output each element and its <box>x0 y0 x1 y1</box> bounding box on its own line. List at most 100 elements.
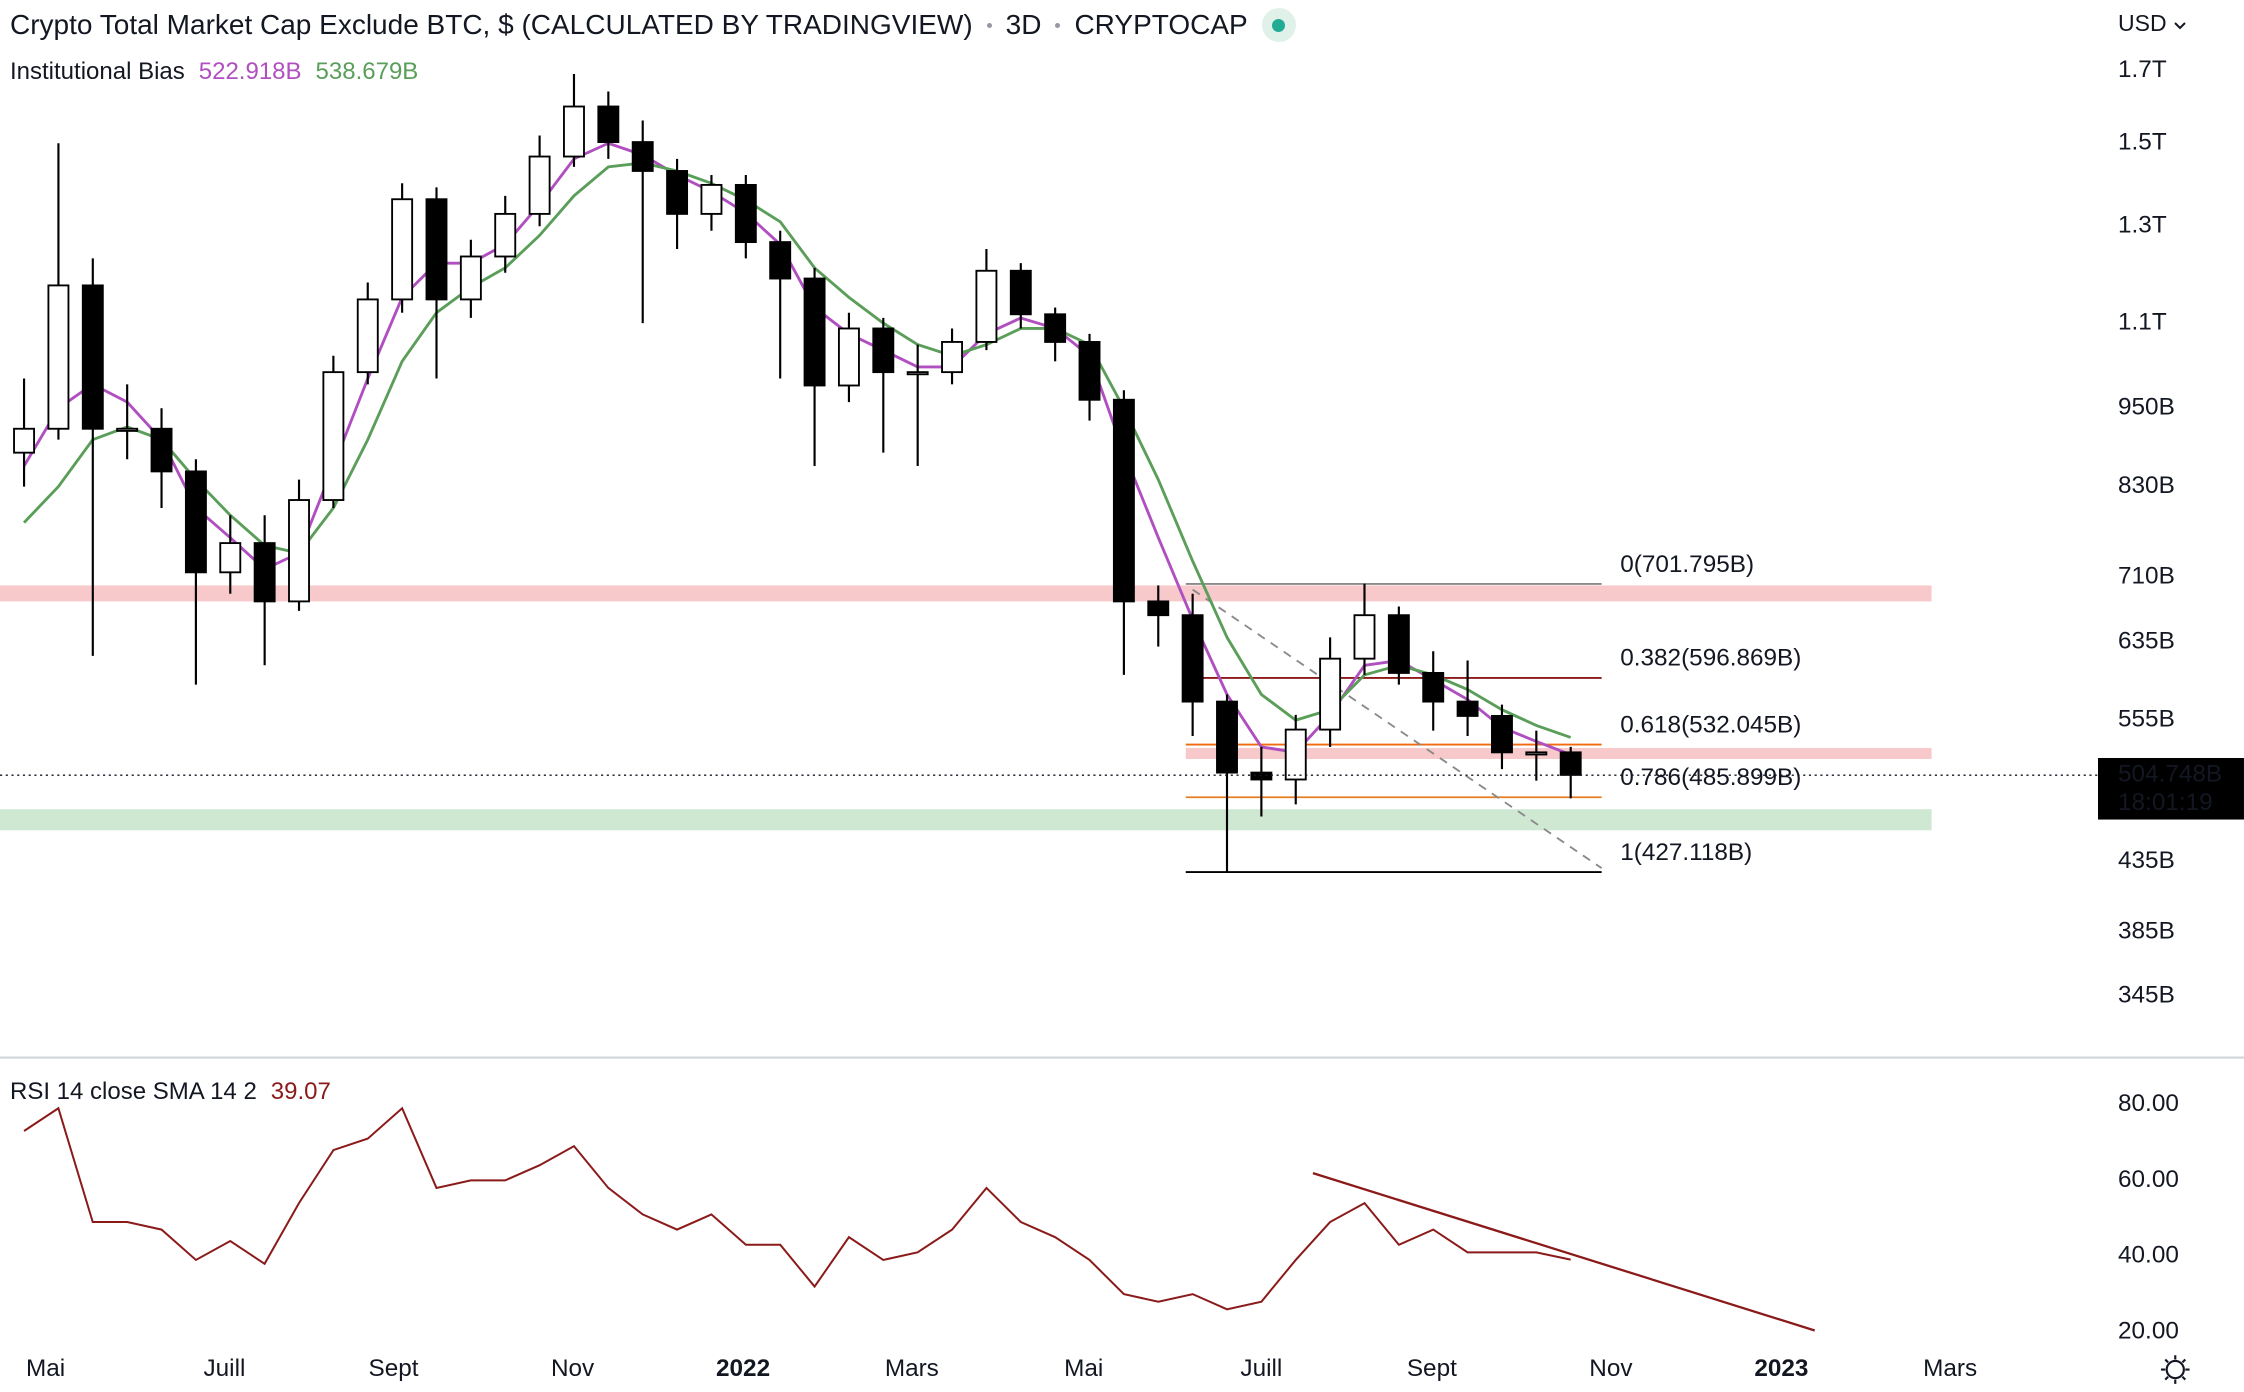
exchange: CRYPTOCAP <box>1074 9 1248 40</box>
candle-body <box>116 427 139 432</box>
candle-body <box>1250 771 1273 781</box>
indicator-value: 39.07 <box>270 1078 331 1105</box>
candle-body <box>81 284 104 430</box>
trendline <box>1312 1172 1816 1332</box>
x-tick-label: Juill <box>1240 1355 1282 1382</box>
candle-body <box>288 499 310 603</box>
y-tick-label: 345B <box>2118 981 2175 1008</box>
x-tick-label: Mai <box>26 1355 65 1382</box>
candle-body <box>837 327 860 387</box>
fib-label: 0.382(596.869B) <box>1620 645 1801 672</box>
indicator-value: 522.918B <box>198 58 302 85</box>
candle-body <box>1044 313 1067 343</box>
candle-body <box>1559 751 1582 776</box>
x-tick-label: 2022 <box>716 1355 770 1382</box>
candle-body <box>356 298 379 374</box>
x-tick-label: Mai <box>1064 1355 1103 1382</box>
price-tag <box>2097 758 2244 820</box>
chevron-path <box>2174 22 2186 30</box>
indicator-legend: Institutional Bias 522.918B 538.679B <box>10 58 418 86</box>
candle-body <box>13 427 36 454</box>
rsi-legend: RSI 14 close SMA 14 2 39.07 <box>10 1078 331 1106</box>
indicator-name[interactable]: Institutional Bias <box>10 58 185 85</box>
chevron[interactable] <box>2173 21 2187 31</box>
plot: 0(701.795B) 0.382(596.869B) 0.618(532.045B… <box>0 56 2244 1384</box>
candle-body <box>700 183 723 215</box>
candle-body <box>253 542 276 603</box>
currency[interactable]: USD <box>2118 10 2167 36</box>
candle-body <box>1284 728 1307 781</box>
separator <box>1055 22 1061 28</box>
candle-body <box>1078 341 1101 401</box>
candle-body <box>1456 700 1479 717</box>
candle-body <box>528 155 551 215</box>
series-line <box>23 1106 1571 1311</box>
y-tick-label: 1.7T <box>2118 56 2167 83</box>
settings-icon[interactable] <box>2160 1355 2190 1384</box>
interval[interactable]: 3D <box>1005 9 1042 40</box>
gear-teeth[interactable] <box>2160 1355 2190 1384</box>
indicator-name[interactable]: RSI 14 close SMA 14 2 <box>10 1078 257 1105</box>
trendline <box>1192 588 1603 869</box>
x-tick-label: Juill <box>203 1355 245 1382</box>
countdown: 18:01:19 <box>2118 789 2213 816</box>
candle-body <box>184 470 207 574</box>
candle-body <box>1387 614 1410 674</box>
x-tick-label: Nov <box>551 1355 595 1382</box>
candle-body <box>941 341 963 374</box>
candle-body <box>803 277 826 387</box>
candle-body <box>1319 657 1342 731</box>
zone <box>0 585 1932 602</box>
y-tick-label: 555B <box>2118 706 2175 733</box>
candle-body <box>563 105 585 158</box>
y-tick-label: 1.5T <box>2118 129 2167 156</box>
candle-body <box>1147 600 1170 617</box>
candle-body <box>425 198 448 301</box>
candle-body <box>219 542 242 574</box>
series-line <box>22 141 1572 756</box>
fib-label: 1(427.118B) <box>1620 839 1752 866</box>
x-tick-label: 2023 <box>1754 1355 1808 1382</box>
chart-title: Crypto Total Market Cap Exclude BTC, $ (… <box>10 9 973 40</box>
candle-body <box>975 269 998 343</box>
y-tick-label: 40.00 <box>2118 1242 2179 1269</box>
candle-body <box>734 183 757 244</box>
y-tick-label: 710B <box>2118 563 2175 590</box>
y-tick-label: 80.00 <box>2118 1090 2179 1117</box>
fib-label: 0.786(485.899B) <box>1620 764 1801 791</box>
candle-body <box>150 427 173 473</box>
zone <box>1185 747 1932 760</box>
gear[interactable] <box>2165 1359 2185 1380</box>
candle-body <box>872 327 895 374</box>
candle-body <box>322 371 345 501</box>
y-tick-label: 60.00 <box>2118 1166 2179 1193</box>
candle-body <box>1491 715 1513 754</box>
candle-body <box>1216 700 1238 774</box>
y-tick-label: 435B <box>2118 847 2175 874</box>
x-tick-label: Mars <box>885 1355 939 1382</box>
x-tick-label: Mars <box>1923 1355 1977 1382</box>
y-tick-label: 385B <box>2118 918 2175 945</box>
candle-body <box>47 284 70 430</box>
zone <box>0 809 1932 831</box>
market-status[interactable] <box>1261 8 1296 42</box>
currency-menu[interactable]: USD <box>2118 10 2187 37</box>
separator <box>986 22 992 28</box>
indicator-value: 538.679B <box>315 58 419 85</box>
price-label: 504.748B <box>2118 761 2222 788</box>
candle-body <box>1353 614 1376 660</box>
x-tick-label: Sept <box>369 1355 419 1382</box>
candle-body <box>1525 751 1548 756</box>
candle-body <box>391 198 414 301</box>
candle-body <box>1422 672 1445 703</box>
y-tick-label: 635B <box>2118 627 2175 654</box>
candle-body <box>597 105 620 144</box>
candle-body <box>1009 269 1032 316</box>
status-dot <box>1272 18 1286 32</box>
x-tick-label: Sept <box>1407 1355 1457 1382</box>
x-tick-label: Nov <box>1589 1355 1633 1382</box>
y-tick-label: 1.1T <box>2118 309 2167 336</box>
candle-body <box>906 371 929 376</box>
candle-body <box>666 170 689 215</box>
